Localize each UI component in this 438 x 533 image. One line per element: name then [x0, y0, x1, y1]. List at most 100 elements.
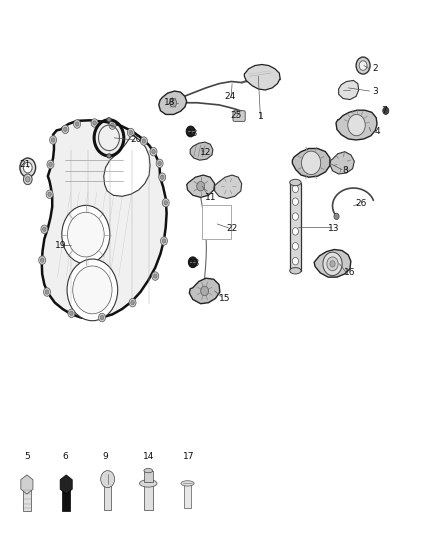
Circle shape	[43, 288, 50, 296]
Text: 5: 5	[24, 453, 30, 462]
Circle shape	[158, 161, 161, 165]
Circle shape	[383, 107, 389, 115]
Text: 19: 19	[55, 241, 67, 250]
Circle shape	[152, 272, 159, 280]
Circle shape	[109, 121, 116, 130]
Circle shape	[292, 243, 298, 250]
Circle shape	[75, 122, 79, 126]
Circle shape	[142, 139, 146, 143]
Circle shape	[162, 239, 166, 243]
Text: 15: 15	[219, 294, 230, 303]
Polygon shape	[42, 120, 166, 319]
Circle shape	[301, 151, 321, 174]
Ellipse shape	[140, 480, 157, 487]
Bar	[290, 182, 301, 271]
Text: 25: 25	[230, 111, 241, 120]
Text: 6: 6	[63, 453, 68, 462]
Bar	[23, 484, 31, 511]
Polygon shape	[292, 149, 330, 177]
Circle shape	[73, 266, 112, 314]
Circle shape	[20, 158, 35, 177]
Circle shape	[51, 138, 55, 142]
Circle shape	[292, 185, 298, 192]
Polygon shape	[330, 152, 354, 174]
Polygon shape	[314, 249, 351, 277]
Text: 20: 20	[131, 135, 142, 144]
Ellipse shape	[181, 481, 194, 486]
Circle shape	[91, 119, 98, 127]
Circle shape	[197, 181, 205, 191]
Circle shape	[47, 160, 54, 168]
Circle shape	[101, 471, 115, 488]
Ellipse shape	[290, 179, 301, 185]
Circle shape	[150, 148, 157, 156]
Circle shape	[67, 212, 104, 257]
Circle shape	[62, 125, 69, 134]
Circle shape	[23, 163, 32, 173]
Circle shape	[67, 259, 118, 321]
Text: 3: 3	[372, 86, 378, 95]
Circle shape	[131, 301, 134, 305]
Polygon shape	[215, 175, 242, 198]
Text: 26: 26	[356, 199, 367, 208]
Circle shape	[74, 120, 81, 128]
Circle shape	[162, 198, 169, 207]
Circle shape	[359, 61, 367, 70]
Circle shape	[25, 176, 30, 182]
Circle shape	[49, 163, 52, 166]
Polygon shape	[244, 64, 280, 90]
Ellipse shape	[107, 154, 111, 158]
Polygon shape	[21, 475, 33, 494]
Circle shape	[48, 192, 51, 196]
Bar	[62, 484, 70, 511]
Text: 12: 12	[200, 148, 212, 157]
Text: 14: 14	[143, 453, 154, 462]
Polygon shape	[336, 110, 377, 140]
Circle shape	[70, 311, 73, 316]
Text: 9: 9	[102, 453, 108, 462]
Circle shape	[127, 128, 134, 137]
Circle shape	[188, 257, 197, 268]
Text: 16: 16	[344, 269, 356, 277]
Circle shape	[23, 174, 32, 184]
Text: 2: 2	[372, 64, 378, 73]
Circle shape	[160, 175, 164, 179]
Polygon shape	[189, 278, 220, 304]
Bar	[144, 471, 152, 482]
Text: 8: 8	[343, 166, 349, 175]
Circle shape	[156, 159, 163, 167]
Circle shape	[64, 127, 67, 132]
Circle shape	[170, 99, 177, 107]
Text: 21: 21	[19, 160, 30, 169]
Circle shape	[129, 298, 136, 307]
Circle shape	[40, 258, 44, 262]
Polygon shape	[104, 135, 150, 196]
Circle shape	[42, 227, 46, 231]
Circle shape	[111, 123, 114, 127]
Circle shape	[99, 313, 106, 322]
Circle shape	[45, 290, 49, 294]
Circle shape	[153, 274, 157, 278]
Bar	[184, 484, 191, 508]
Text: 18: 18	[163, 98, 175, 107]
Circle shape	[62, 205, 110, 264]
Polygon shape	[159, 91, 187, 115]
Text: 11: 11	[205, 193, 216, 202]
Circle shape	[46, 190, 53, 198]
Circle shape	[186, 126, 195, 137]
Polygon shape	[60, 475, 72, 494]
Circle shape	[323, 252, 342, 276]
Ellipse shape	[290, 268, 301, 274]
Circle shape	[292, 198, 298, 205]
Circle shape	[41, 225, 48, 233]
Text: 13: 13	[328, 224, 339, 233]
Text: 17: 17	[183, 453, 194, 462]
Circle shape	[292, 213, 298, 220]
Circle shape	[292, 257, 298, 265]
FancyBboxPatch shape	[233, 111, 245, 122]
Ellipse shape	[107, 118, 111, 122]
Circle shape	[159, 173, 166, 181]
Text: 23: 23	[188, 259, 199, 268]
Circle shape	[160, 237, 167, 245]
Circle shape	[201, 286, 208, 296]
